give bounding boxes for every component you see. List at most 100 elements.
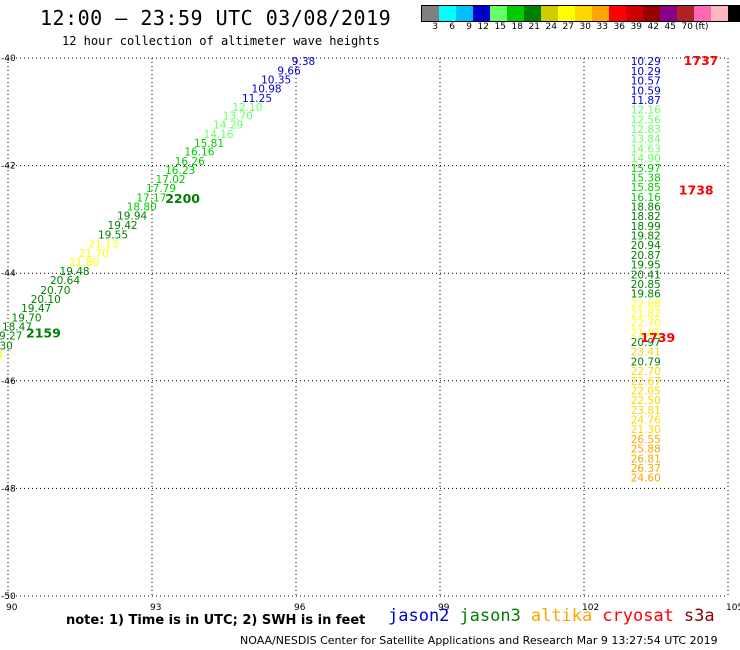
wave-height-label: 20.41 xyxy=(631,269,661,281)
wave-height-label: 16.16 xyxy=(184,147,214,159)
satellite-jason3: jason3 xyxy=(459,606,521,626)
legend-swatch xyxy=(694,6,711,21)
wave-height-label: 20.70 xyxy=(40,285,70,297)
wave-height-label: 19.70 xyxy=(12,312,42,324)
wave-height-label: 13.70 xyxy=(223,111,253,123)
page-title: 12:00 – 23:59 UTC 03/08/2019 xyxy=(40,6,392,30)
wave-height-label: 19.55 xyxy=(98,229,128,241)
legend-swatch xyxy=(507,6,524,21)
wave-height-label: 23.41 xyxy=(631,347,661,359)
wave-height-label: 21.13 xyxy=(88,239,118,251)
wave-height-label: 11.25 xyxy=(242,93,272,105)
wave-height-label: 22.50 xyxy=(631,395,661,407)
wave-height-label: 13.84 xyxy=(631,134,661,146)
wave-height-label: 22.70 xyxy=(631,318,661,330)
wave-height-label: 26.37 xyxy=(631,463,661,475)
legend-swatch xyxy=(609,6,626,21)
legend-label: 15 xyxy=(494,22,506,32)
wave-height-label: 10.98 xyxy=(252,84,282,96)
wave-height-label: 15.85 xyxy=(631,182,661,194)
legend-swatch xyxy=(728,6,740,21)
wave-height-label: 20.30 xyxy=(0,340,13,352)
legend-label: 27 xyxy=(562,22,574,32)
legend-label: 39 xyxy=(630,22,642,32)
wave-height-label: 10.59 xyxy=(631,85,661,97)
y-tick-label: -44 xyxy=(1,269,16,279)
wave-height-label: 25.88 xyxy=(631,444,661,456)
wave-height-label: 15.81 xyxy=(194,138,224,150)
wave-height-label: 23.81 xyxy=(631,405,661,417)
legend-swatch xyxy=(711,6,728,21)
wave-height-label: 18.47 xyxy=(2,321,32,333)
legend-label: 21 xyxy=(528,22,540,32)
wave-height-label: 18.99 xyxy=(631,221,661,233)
wave-height-label: 12.83 xyxy=(631,124,661,136)
wave-height-label: 22.05 xyxy=(631,385,661,397)
wave-height-label: 19.82 xyxy=(631,231,661,243)
wave-height-label: 20.85 xyxy=(631,279,661,291)
x-tick-label: 96 xyxy=(294,603,306,613)
satellite-altika: altika xyxy=(530,606,593,626)
footer-note: note: 1) Time is in UTC; 2) SWH is in fe… xyxy=(66,613,366,628)
wave-height-label: 19.95 xyxy=(631,260,661,272)
wave-height-label: 12.16 xyxy=(631,105,661,117)
wave-height-label: 17.02 xyxy=(156,174,186,186)
wave-height-label: 17.79 xyxy=(146,183,176,195)
wave-height-label: 10.57 xyxy=(631,76,661,88)
legend-label: 33 xyxy=(596,22,608,32)
time-label: 2200 xyxy=(165,191,200,206)
wave-height-label: 19.27 xyxy=(0,331,22,343)
satellite-legend: jason2 jason3 altika cryosat s3a xyxy=(388,606,725,626)
legend-label: 45 xyxy=(664,22,676,32)
wave-height-label: 20.97 xyxy=(631,337,661,349)
wave-height-label: 22.67 xyxy=(631,376,661,388)
wave-height-label: 20.87 xyxy=(631,250,661,262)
wave-height-label: 20.10 xyxy=(31,294,61,306)
legend-label: 12 xyxy=(477,22,489,32)
legend-swatch xyxy=(677,6,694,21)
x-tick-label: 99 xyxy=(438,603,450,613)
wave-height-label: 15.38 xyxy=(631,172,661,184)
x-tick-label: 102 xyxy=(582,603,599,613)
wave-height-label: 16.26 xyxy=(175,156,205,168)
wave-height-label: 9.66 xyxy=(277,65,301,77)
wave-height-label: 21.14 xyxy=(0,349,4,361)
time-label: 2159 xyxy=(26,325,61,340)
wave-height-label: 14.63 xyxy=(631,143,661,155)
wave-height-label: 18.86 xyxy=(631,201,661,213)
satellite-jason2: jason2 xyxy=(388,606,450,626)
wave-height-label: 21.81 xyxy=(631,327,661,339)
wave-height-label: 20.94 xyxy=(631,240,661,252)
y-tick-label: -46 xyxy=(1,377,16,387)
legend-label: 3 xyxy=(432,22,438,32)
x-tick-label: 93 xyxy=(150,603,161,613)
wave-height-label: 20.64 xyxy=(50,275,80,287)
legend-swatch xyxy=(592,6,609,21)
wave-height-label: 20.79 xyxy=(631,356,661,368)
wave-height-label: 10.35 xyxy=(261,75,291,87)
legend-swatch xyxy=(524,6,541,21)
wave-height-label: 14.16 xyxy=(204,129,234,141)
legend-swatch xyxy=(439,6,456,21)
wave-height-label: 19.42 xyxy=(108,220,138,232)
legend-label: 70 xyxy=(681,22,693,32)
wave-height-label: 15.97 xyxy=(631,163,661,175)
wave-height-label: 14.29 xyxy=(213,120,243,132)
time-label: 1737 xyxy=(684,53,719,68)
time-label: 1738 xyxy=(679,182,714,197)
legend-swatch xyxy=(456,6,473,21)
legend-label: 42 xyxy=(647,22,659,32)
wave-height-label: 26.81 xyxy=(631,453,661,465)
wave-height-label: 24.76 xyxy=(631,415,661,427)
legend-swatch xyxy=(490,6,507,21)
wave-height-label: 11.87 xyxy=(631,95,661,107)
legend-label: 9 xyxy=(466,22,472,32)
wave-height-label: 19.86 xyxy=(631,289,661,301)
y-tick-label: -40 xyxy=(1,54,16,64)
wave-height-label: 21.80 xyxy=(69,257,99,269)
x-tick-label: 105 xyxy=(726,603,740,613)
wave-height-label: 21.30 xyxy=(631,424,661,436)
wave-height-label: 14.90 xyxy=(631,153,661,165)
wave-height-label: 24.60 xyxy=(631,473,661,485)
legend-swatch xyxy=(558,6,575,21)
